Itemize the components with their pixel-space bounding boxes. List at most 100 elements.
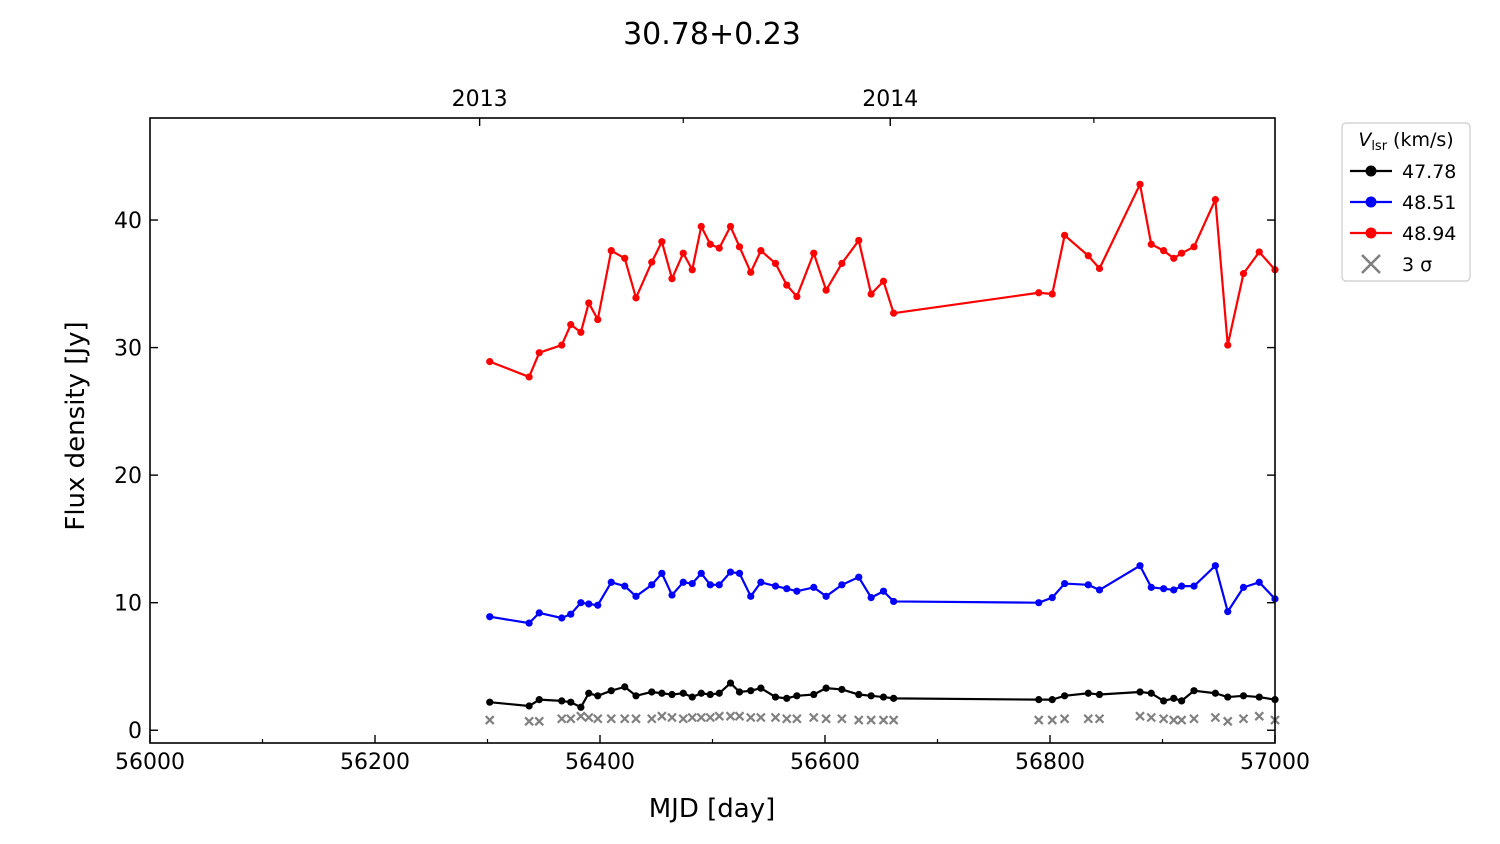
series-48-94-point xyxy=(648,258,656,266)
series-48-94-point xyxy=(1084,252,1092,260)
top-tick-label: 2014 xyxy=(862,87,918,112)
series-48-94-point xyxy=(558,341,566,349)
series-47-78-point xyxy=(879,693,888,701)
series-48-51-point xyxy=(567,610,575,618)
series-48-51-point xyxy=(1211,562,1219,570)
series-48-51-point xyxy=(697,569,705,577)
series-48-51-point xyxy=(658,569,666,577)
series-48-94-point xyxy=(747,268,755,276)
series-47-78-point xyxy=(855,690,863,699)
sigma-marker xyxy=(1146,712,1157,723)
legend-item-sigma-marker xyxy=(1361,254,1381,274)
y-tick-label: 0 xyxy=(128,719,142,744)
legend-item-47-78-marker xyxy=(1365,165,1377,177)
sigma-marker xyxy=(1059,713,1070,724)
series-48-51-point xyxy=(1048,593,1056,602)
series-48-94-point xyxy=(1035,289,1043,297)
series-48-51-point xyxy=(648,581,656,589)
x-tick-label: 56000 xyxy=(115,750,185,775)
sigma-marker xyxy=(853,715,864,725)
series-47-78-point xyxy=(621,683,629,691)
sigma-marker xyxy=(534,716,545,727)
sigma-marker xyxy=(1176,715,1187,725)
sigma-marker xyxy=(1189,713,1199,724)
sigma-series xyxy=(484,711,1280,727)
series-48-94-point xyxy=(594,315,602,324)
x-tick-label: 56400 xyxy=(565,750,635,775)
y-tick-label: 30 xyxy=(114,337,142,362)
series-48-51 xyxy=(486,562,1279,627)
y-axis-title: Flux density [Jy] xyxy=(61,321,91,530)
sigma-marker xyxy=(821,713,831,724)
sigma-marker xyxy=(667,712,677,723)
series-48-51-point xyxy=(747,592,755,600)
sigma-marker xyxy=(696,712,707,723)
series-48-51-point xyxy=(1084,581,1092,589)
series-48-94-point xyxy=(726,222,735,231)
sigma-marker xyxy=(770,712,781,723)
series-47-78-point xyxy=(594,692,602,700)
series-48-51-point xyxy=(632,592,640,600)
series-47-78-point xyxy=(688,693,696,701)
series-48-94-point xyxy=(822,286,830,294)
series-48-51-point xyxy=(890,597,898,606)
series-48-51-point xyxy=(577,599,585,607)
series-47-78-point xyxy=(567,698,575,706)
series-48-94 xyxy=(486,180,1279,381)
sigma-marker xyxy=(657,711,667,721)
series-48-51-point xyxy=(1061,579,1069,588)
sigma-marker xyxy=(837,713,847,724)
sigma-marker xyxy=(866,715,876,725)
series-48-51-point xyxy=(679,578,687,586)
series-48-51-point xyxy=(594,601,602,609)
series-47-78-point xyxy=(658,689,666,697)
sigma-marker xyxy=(1158,713,1169,724)
series-48-94-point xyxy=(632,294,640,302)
legend-item-sigma-label: 3 σ xyxy=(1402,254,1432,276)
series-48-94-point xyxy=(697,222,705,231)
series-47-78-point xyxy=(607,687,615,695)
series-48-51-point xyxy=(771,582,780,590)
series-47-78-point xyxy=(1239,692,1248,700)
x-tick-label: 56200 xyxy=(340,750,410,775)
series-48-94-point xyxy=(525,373,533,381)
sigma-marker xyxy=(725,711,736,721)
series-48-51-point xyxy=(621,582,629,590)
sigma-marker xyxy=(1254,711,1265,721)
series-48-51-point xyxy=(726,568,735,576)
series-47-78-point xyxy=(535,696,543,704)
series-47-78 xyxy=(486,679,1279,711)
sigma-marker xyxy=(565,713,576,724)
legend-item-48-51-label: 48.51 xyxy=(1402,192,1456,214)
series-48-51-point xyxy=(486,613,494,621)
series-48-51-point xyxy=(735,569,744,577)
series-47-78-point xyxy=(1160,697,1168,705)
sigma-marker xyxy=(1210,712,1221,723)
series-48-94-point xyxy=(1178,249,1186,257)
y-tick-label: 20 xyxy=(114,464,142,489)
series-47-78-point xyxy=(1136,688,1144,696)
series-48-51-point xyxy=(706,581,714,589)
plot-area: 56000 56200 56400 56600 56800 57000 0 10 20 30 40 2… xyxy=(114,87,1310,775)
series-47-78-point xyxy=(1048,696,1056,704)
series-48-94-point xyxy=(715,244,723,252)
x-tick-label: 57000 xyxy=(1240,750,1310,775)
series-48-51-point xyxy=(867,593,875,602)
series-48-94-point xyxy=(771,259,780,268)
series-47-78-point xyxy=(1178,697,1186,705)
legend: Vlsr (km/s) 47.78 48.51 48.94 3 σ xyxy=(1341,122,1471,282)
series-48-94-point xyxy=(1147,240,1155,248)
series-47-78-point xyxy=(1147,689,1155,697)
sigma-marker xyxy=(646,713,657,724)
series-48-94-point xyxy=(1061,231,1069,239)
sigma-marker xyxy=(1222,716,1233,727)
plot-frame xyxy=(149,117,1276,744)
series-48-51-point xyxy=(525,619,533,627)
series-47-78-point xyxy=(1084,689,1092,697)
sigma-marker xyxy=(1135,711,1145,721)
series-47-78-point xyxy=(577,703,585,711)
series-48-94-point xyxy=(577,328,585,336)
series-48-94-point xyxy=(1211,196,1219,204)
series-48-94-point xyxy=(621,254,629,262)
series-48-94-point xyxy=(793,292,801,301)
